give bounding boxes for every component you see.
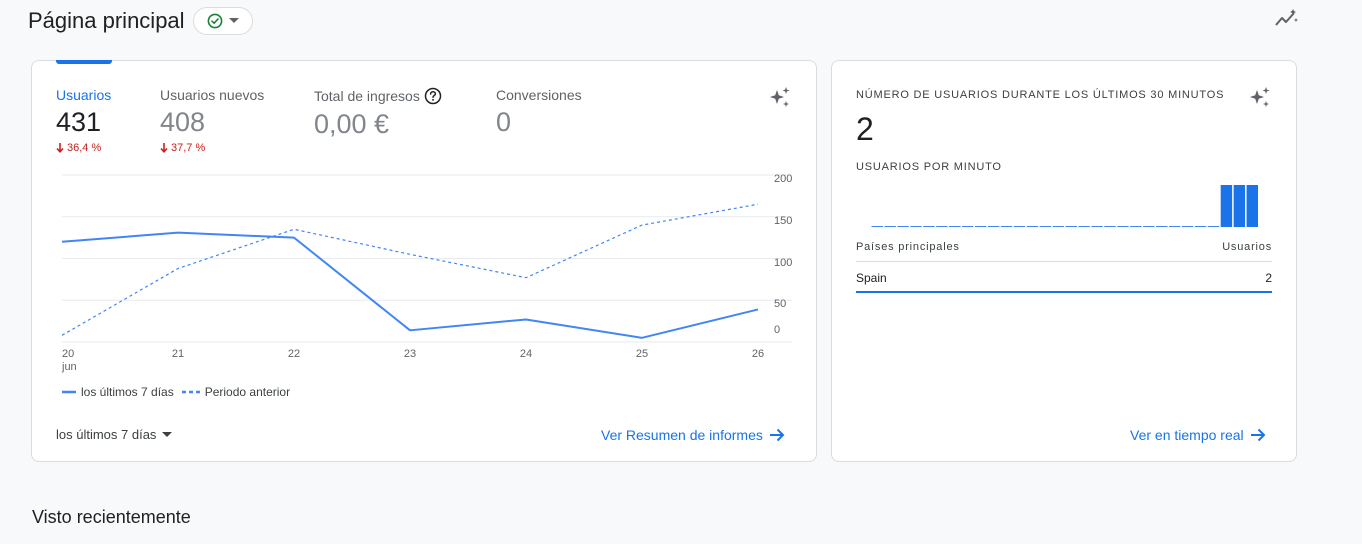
y-tick-label: 0 [774, 324, 780, 336]
metric-delta-value: 36,4 % [67, 142, 102, 154]
caret-down-icon [228, 18, 239, 23]
metric-label: Total de ingresos [314, 87, 442, 105]
date-range-dropdown[interactable]: los últimos 7 días [56, 427, 173, 442]
page-header: Página principal [28, 6, 253, 36]
arrow-right-icon [769, 428, 785, 442]
top-countries-header: Países principales Usuarios [856, 241, 1272, 262]
users-per-minute-label: Usuarios por minuto [856, 161, 1002, 173]
country-row[interactable]: Spain 2 [856, 271, 1272, 293]
x-month-label: jun [61, 361, 77, 373]
users-line-chart: 200 150 100 50 0 20 21 22 23 24 25 26 jun [61, 173, 792, 373]
insights-trend-button[interactable] [1272, 6, 1300, 30]
legend-solid-swatch [62, 390, 76, 394]
metric-tab-users[interactable]: Usuarios 431 36,4 % [56, 87, 111, 154]
view-realtime-link[interactable]: Ver en tiempo real [1130, 427, 1266, 443]
link-label: Ver Resumen de informes [601, 427, 763, 443]
current-period-line [61, 231, 759, 339]
trending-sparkle-icon [1275, 9, 1298, 26]
metric-tab-total-revenue[interactable]: Total de ingresos 0,00 € [314, 87, 442, 139]
arrow-right-icon [1250, 428, 1266, 442]
metric-tab-new-users[interactable]: Usuarios nuevos 408 37,7 % [160, 87, 264, 154]
date-range-label: los últimos 7 días [56, 427, 157, 442]
sparkle-icon [770, 87, 790, 107]
view-reports-snapshot-link[interactable]: Ver Resumen de informes [601, 427, 785, 443]
y-tick-label: 150 [774, 215, 792, 227]
y-tick-label: 200 [774, 173, 792, 185]
metric-delta: 36,4 % [56, 142, 111, 154]
help-icon[interactable] [424, 87, 442, 105]
x-tick-label: 22 [288, 348, 300, 360]
legend-item-current: los últimos 7 días [62, 385, 174, 399]
active-metric-indicator [56, 60, 112, 64]
caret-down-icon [162, 431, 173, 437]
x-tick-label: 23 [404, 348, 416, 360]
metric-label-text: Total de ingresos [314, 88, 420, 104]
y-tick-label: 100 [774, 257, 792, 269]
page-title: Página principal [28, 8, 185, 33]
recently-viewed-title: Visto recientemente [32, 507, 191, 527]
metric-tab-conversions[interactable]: Conversiones 0 [496, 87, 582, 137]
realtime-user-count: 2 [856, 111, 874, 147]
insights-button[interactable] [767, 85, 793, 111]
minute-bar [1246, 185, 1258, 227]
realtime-card: Número de usuarios durante los últimos 3… [831, 60, 1297, 462]
metric-value: 0 [496, 107, 512, 137]
legend-label: Periodo anterior [204, 385, 291, 399]
metric-delta: 37,7 % [160, 142, 264, 154]
legend-dashed-swatch [181, 390, 200, 394]
realtime-title: Número de usuarios durante los últimos 3… [856, 89, 1225, 101]
x-tick-label: 26 [752, 348, 764, 360]
metric-value: 0,00 € [314, 109, 390, 139]
legend-label: los últimos 7 días [81, 385, 174, 399]
users-column-header: Usuarios [1222, 241, 1272, 253]
x-tick-label: 25 [636, 348, 648, 360]
minute-bar [1220, 185, 1233, 227]
sparkle-icon [1250, 87, 1270, 107]
metric-label: Conversiones [496, 87, 582, 103]
legend-item-previous: Periodo anterior [181, 385, 291, 399]
countries-column-header: Países principales [856, 241, 960, 253]
minute-bar [1233, 185, 1246, 227]
x-tick-label: 20 [62, 348, 74, 360]
metric-delta-value: 37,7 % [171, 142, 206, 154]
property-status-dropdown[interactable] [192, 7, 253, 35]
metric-label: Usuarios nuevos [160, 87, 265, 103]
chart-legend: los últimos 7 días Periodo anterior [62, 385, 290, 399]
link-label: Ver en tiempo real [1130, 427, 1244, 443]
previous-period-line [61, 203, 759, 336]
metric-value: 431 [56, 107, 102, 137]
realtime-insights-button[interactable] [1247, 85, 1273, 111]
y-tick-label: 50 [774, 298, 786, 310]
metric-value: 408 [160, 107, 206, 137]
country-users: 2 [1265, 271, 1272, 285]
x-tick-label: 24 [520, 348, 532, 360]
arrow-down-icon [56, 143, 64, 153]
check-circle-icon [207, 13, 222, 29]
users-per-minute-bar-chart [871, 185, 1258, 227]
overview-card: Usuarios 431 36,4 % Usuarios nuevos 408 … [31, 60, 817, 462]
arrow-down-icon [160, 143, 168, 153]
country-name: Spain [856, 271, 887, 285]
metric-label: Usuarios [56, 87, 112, 103]
x-tick-label: 21 [172, 348, 184, 360]
